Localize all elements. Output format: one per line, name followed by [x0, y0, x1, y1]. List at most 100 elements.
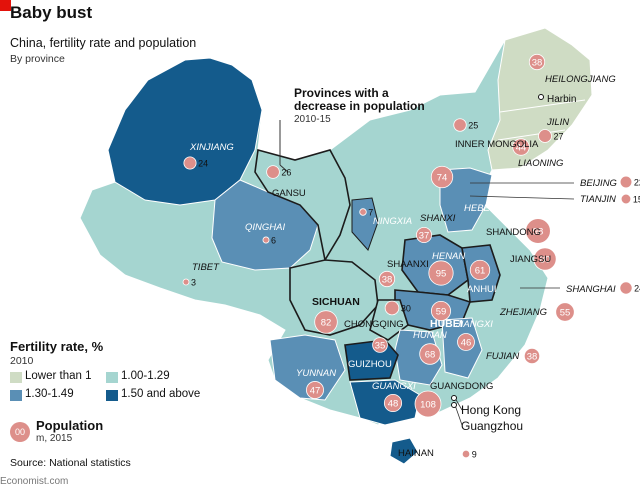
population-value-tianjin: 15	[633, 195, 640, 205]
population-circle-jiangxi	[457, 333, 475, 351]
population-value-beijing: 22	[634, 178, 640, 188]
region-label-heilongjiang: HEILONGJIANG	[545, 74, 616, 85]
population-value-henan: 95	[436, 269, 447, 280]
legend-year: 2010	[10, 355, 34, 367]
legend-swatch-1-30-1-49	[10, 390, 22, 401]
population-value-tibet: 3	[191, 278, 196, 288]
legend-swatch-lower-than-1	[10, 372, 22, 383]
population-circle-jilin	[538, 129, 552, 143]
population-circle-tibet	[182, 278, 190, 286]
annotation-line2: decrease in population	[294, 99, 425, 113]
population-value-inner-mongolia: 25	[468, 121, 478, 131]
population-circle-hainan	[461, 449, 471, 459]
legend-label-1-50-above: 1.50 and above	[121, 388, 201, 400]
population-value-xinjiang: 24	[198, 159, 208, 169]
legend-population-title: Population	[36, 418, 104, 433]
region-label-shanxi: SHANXI	[420, 213, 456, 224]
region-shape-ningxia	[351, 197, 379, 251]
region-label-chongqing: CHONGQING	[344, 319, 404, 330]
brand-bar	[0, 0, 11, 11]
region-shape-yunnan	[269, 334, 346, 401]
region-label-guangxi: GUANGXI	[372, 381, 416, 392]
population-circle-qinghai	[262, 236, 270, 244]
population-circle-tianjin	[620, 193, 632, 205]
region-shape-gansu	[254, 148, 351, 263]
region-label-shaanxi: SHAANXI	[387, 259, 429, 270]
population-circle-shandong	[525, 218, 551, 244]
footer-credit: Economist.com	[0, 476, 69, 487]
region-label-beijing: BEIJING	[580, 178, 617, 189]
source-note: Source: National statistics	[10, 457, 131, 469]
population-value-hunan: 68	[425, 350, 436, 361]
population-value-sichuan: 82	[321, 318, 332, 329]
population-circle-fujian	[523, 347, 541, 365]
population-circle-hebei	[430, 165, 454, 189]
region-label-gansu: GANSU	[272, 188, 306, 199]
region-label-henan: HENAN	[432, 251, 465, 262]
region-label-anhui: ANHUI	[467, 284, 497, 295]
population-value-jiangsu: 80	[540, 255, 551, 266]
region-label-ningxia: NINGXIA	[373, 216, 412, 227]
region-shape-sichuan	[289, 259, 379, 336]
population-circle-liaoning	[512, 138, 530, 156]
population-circle-guangdong	[414, 390, 442, 418]
population-value-guizhou: 35	[375, 341, 386, 352]
population-circle-sichuan	[314, 310, 338, 334]
population-value-hubei: 59	[436, 307, 447, 318]
city-marker-guangzhou	[451, 402, 457, 408]
region-label-hunan: HUNAN	[413, 330, 447, 341]
chart-subtitle: China, fertility rate and population	[10, 36, 197, 50]
population-value-hebei: 74	[437, 173, 448, 184]
city-label-guangzhou: Guangzhou	[461, 419, 523, 433]
region-label-guangdong: GUANGDONG	[430, 381, 493, 392]
region-label-qinghai: QINGHAI	[245, 222, 285, 233]
population-circle-yunnan	[306, 381, 324, 399]
population-value-shandong: 98	[533, 227, 544, 238]
population-value-guangdong: 108	[420, 400, 436, 411]
region-label-jiangxi: JIANGXI	[455, 319, 493, 330]
region-label-liaoning: LIAONING	[518, 158, 563, 169]
region-shape-hainan	[389, 437, 419, 465]
population-value-shaanxi: 38	[382, 275, 393, 286]
population-circle-gansu	[266, 165, 280, 179]
population-circle-ningxia	[359, 208, 367, 216]
region-shape-hebei	[439, 167, 493, 233]
population-value-liaoning: 44	[516, 143, 527, 154]
population-value-guangxi: 48	[388, 399, 399, 410]
population-circle-hunan	[419, 343, 441, 365]
legend-label-lower-than-1: Lower than 1	[25, 370, 92, 382]
population-value-yunnan: 47	[310, 386, 321, 397]
region-label-shandong: SHANDONG	[486, 227, 541, 238]
population-circle-anhui	[469, 259, 491, 281]
annotation-line1: Provinces with a	[294, 86, 389, 100]
population-value-shanghai: 24	[634, 284, 640, 294]
region-label-jiangsu: JIANGSU	[510, 254, 551, 265]
legend-population-symbol: 00	[10, 422, 30, 442]
population-value-fujian: 38	[527, 352, 538, 363]
annotation-period: 2010-15	[294, 114, 331, 125]
region-label-sichuan: SICHUAN	[312, 296, 360, 308]
population-value-heilongjiang: 38	[532, 58, 543, 69]
population-circle-inner-mongolia	[453, 118, 467, 132]
population-circle-shanghai	[619, 281, 633, 295]
population-circle-chongqing	[384, 300, 400, 316]
population-value-jiangxi: 46	[461, 338, 472, 349]
population-circle-guangxi	[383, 393, 403, 413]
region-label-jilin: JILIN	[546, 117, 569, 128]
region-shape-qinghai	[211, 179, 319, 271]
region-label-hebei: HEBEI	[464, 203, 493, 214]
region-label-hubei: HUBEI	[430, 318, 463, 330]
city-label-hong-kong: Hong Kong	[461, 403, 521, 417]
population-circle-shaanxi	[378, 270, 396, 288]
legend-title: Fertility rate, %	[10, 339, 104, 354]
region-label-xinjiang: XINJIANG	[189, 142, 234, 153]
region-label-tianjin: TIANJIN	[580, 194, 616, 205]
population-value-qinghai: 6	[271, 236, 276, 246]
population-value-chongqing: 30	[401, 304, 411, 314]
population-circle-heilongjiang	[528, 53, 546, 71]
region-label-fujian: FUJIAN	[486, 351, 519, 362]
population-value-shanxi: 37	[419, 231, 430, 242]
population-value-gansu: 26	[281, 168, 291, 178]
population-value-ningxia: 7	[368, 208, 373, 218]
legend-label-1-00-1-29: 1.00-1.29	[121, 370, 170, 382]
